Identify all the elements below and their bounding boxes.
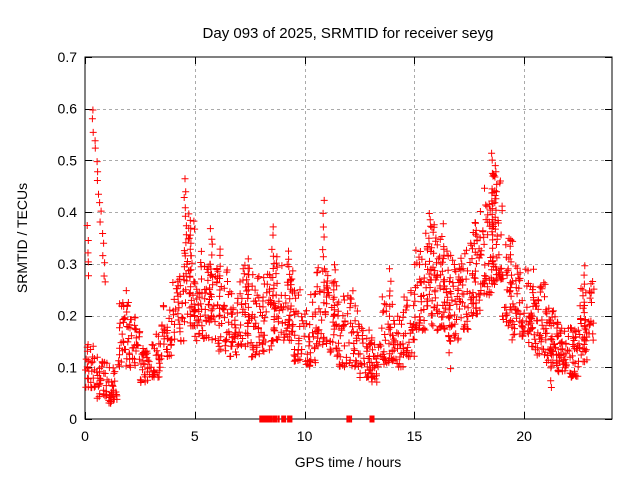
y-tick-label: 0.3 xyxy=(58,256,78,272)
zero-value-square xyxy=(346,415,349,423)
y-tick-label: 0 xyxy=(69,411,77,427)
zero-value-markers-layer xyxy=(259,415,375,423)
zero-value-square xyxy=(277,415,280,423)
y-axis-label: SRMTID / TECUs xyxy=(14,183,30,293)
zero-value-square xyxy=(287,415,290,423)
x-tick-label: 15 xyxy=(407,428,423,444)
tick-labels: 0 5 10 15 20 0 0.1 0.2 0.3 0.4 0.5 0.6 0.7 xyxy=(58,49,533,444)
data-points-layer xyxy=(82,106,598,407)
zero-value-square xyxy=(263,415,268,423)
y-tick-label: 0.6 xyxy=(58,101,78,117)
zero-value-square xyxy=(288,415,291,423)
y-tick-label: 0.7 xyxy=(58,49,78,65)
y-tick-label: 0.4 xyxy=(58,204,78,220)
zero-value-square xyxy=(272,415,278,423)
y-tick-label: 0.5 xyxy=(58,152,78,168)
zero-value-square xyxy=(369,415,375,423)
x-axis-label: GPS time / hours xyxy=(295,454,402,470)
y-tick-label: 0.1 xyxy=(58,359,78,375)
x-tick-label: 5 xyxy=(191,428,199,444)
x-tick-label: 20 xyxy=(516,428,532,444)
scatter-points xyxy=(82,106,598,407)
y-tick-label: 0.2 xyxy=(58,308,78,324)
zero-value-square xyxy=(259,415,265,423)
zero-value-square xyxy=(267,415,273,423)
chart-title: Day 093 of 2025, SRMTID for receiver sey… xyxy=(203,25,494,42)
zero-value-square xyxy=(281,415,287,423)
axis-ticks xyxy=(85,57,612,420)
zero-value-square xyxy=(350,415,353,423)
zero-value-square xyxy=(348,415,351,423)
x-tick-label: 10 xyxy=(297,428,313,444)
zero-value-square xyxy=(290,415,293,423)
x-tick-label: 0 xyxy=(81,428,89,444)
